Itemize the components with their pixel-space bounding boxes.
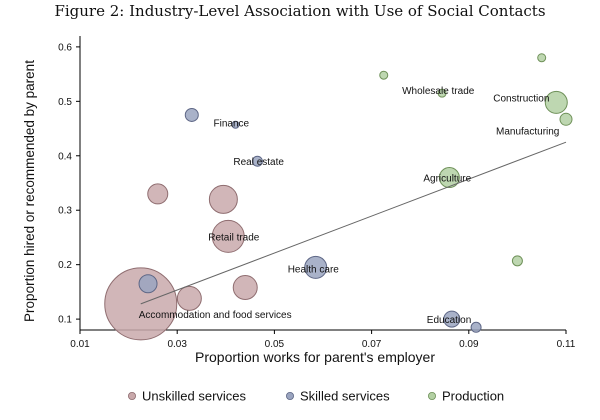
fit-line (140, 141, 567, 305)
legend-label: Unskilled services (142, 389, 247, 404)
bubble-production (537, 53, 547, 63)
data-label: Agriculture (423, 174, 471, 185)
x-axis-label: Proportion works for parent's employer (195, 349, 435, 365)
bubble-skilled-services (138, 274, 158, 294)
x-tick-label: 0.09 (459, 339, 479, 350)
bubble-unskilled-services (176, 285, 202, 311)
data-label: Construction (493, 93, 549, 104)
legend-label: Production (442, 389, 504, 404)
data-label: Retail trade (208, 232, 260, 243)
bubble-skilled-services (184, 107, 199, 122)
y-tick-label: 0.2 (58, 260, 72, 271)
bubble-unskilled-services (232, 275, 258, 301)
data-label: Education (427, 315, 471, 326)
bubble-skilled-services (304, 255, 328, 279)
data-label: Health care (288, 264, 340, 275)
bubble-unskilled-services (211, 219, 245, 253)
bubble-production (379, 70, 389, 80)
y-axis-label: Proportion hired or recommended by paren… (22, 60, 37, 322)
bubble-unskilled-services (147, 183, 169, 205)
bubble-production (437, 88, 447, 98)
y-tick-label: 0.3 (58, 206, 72, 217)
bubble-skilled-services (470, 321, 482, 333)
y-tick-label: 0.4 (58, 151, 72, 162)
y-tick-label: 0.5 (58, 97, 72, 108)
bubble-production (438, 167, 460, 189)
bubble-production (511, 255, 523, 267)
bubble-skilled-services (251, 155, 263, 167)
x-tick-label: 0.03 (167, 339, 187, 350)
legend-marker (127, 391, 136, 400)
data-label: Wholesale trade (402, 86, 475, 97)
data-label: Accommodation and food services (139, 310, 292, 321)
x-tick-label: 0.07 (362, 339, 382, 350)
x-tick-label: 0.01 (70, 339, 90, 350)
y-tick-label: 0.6 (58, 42, 72, 53)
bubble-skilled-services (231, 120, 240, 129)
bubble-skilled-services (443, 310, 461, 328)
bubble-unskilled-services (208, 184, 238, 214)
data-label: Real estate (233, 157, 284, 168)
legend-label: Skilled services (300, 389, 390, 404)
legend-marker (427, 391, 436, 400)
data-label: Manufacturing (496, 126, 559, 137)
bubble-production (544, 90, 568, 114)
data-label: Finance (214, 119, 250, 130)
chart-title: Figure 2: Industry-Level Association wit… (54, 2, 546, 20)
y-tick-label: 0.1 (58, 315, 72, 326)
x-tick-label: 0.11 (557, 339, 576, 350)
legend-marker (285, 391, 294, 400)
x-tick-label: 0.05 (265, 339, 285, 350)
bubble-production (559, 112, 573, 126)
